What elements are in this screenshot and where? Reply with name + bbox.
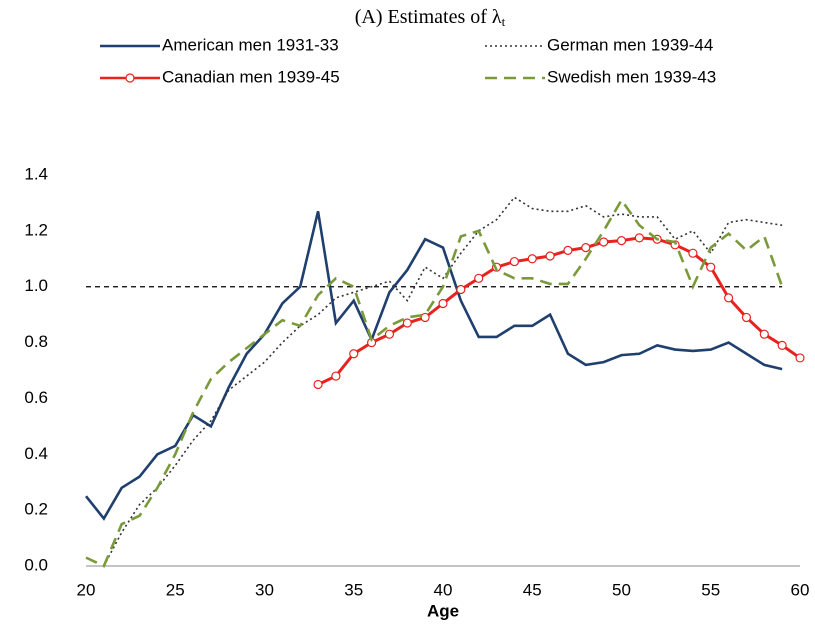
- legend-label: Swedish men 1939-43: [547, 67, 716, 86]
- point-marker: [474, 273, 484, 283]
- point-marker: [795, 353, 805, 363]
- chart-title: (A) Estimates of λt: [355, 6, 506, 29]
- point-marker: [456, 284, 466, 295]
- title-subscript: t: [502, 14, 506, 29]
- y-tick-label: 1.2: [24, 220, 48, 239]
- x-tick-label: 60: [791, 580, 810, 599]
- y-tick-label: 1.4: [24, 164, 48, 183]
- point-marker: [759, 329, 769, 339]
- point-marker: [527, 254, 537, 264]
- point-marker: [402, 318, 412, 328]
- series-line: [317, 236, 801, 386]
- x-tick-label: 55: [701, 580, 720, 599]
- series-line: [85, 197, 784, 568]
- point-marker: [599, 237, 609, 247]
- y-tick-label: 1.0: [24, 276, 48, 295]
- point-marker: [741, 312, 752, 323]
- point-marker: [581, 243, 591, 253]
- point-marker: [420, 312, 430, 323]
- point-marker: [509, 256, 520, 267]
- point-marker: [777, 340, 787, 350]
- point-marker: [634, 233, 644, 243]
- x-tick-label: 25: [166, 580, 185, 599]
- legend-label: German men 1939-44: [547, 35, 713, 54]
- point-marker: [545, 251, 555, 261]
- legend-label: American men 1931-33: [162, 35, 339, 54]
- y-tick-label: 0.6: [24, 388, 48, 407]
- x-tick-label: 45: [523, 580, 542, 599]
- x-tick-label: 50: [612, 580, 631, 599]
- legend-label: Canadian men 1939-45: [162, 67, 340, 86]
- x-tick-label: 35: [344, 580, 363, 599]
- point-marker: [723, 293, 734, 303]
- y-tick-label: 0.0: [24, 555, 48, 574]
- series-line: [84, 211, 783, 521]
- y-tick-label: 0.2: [24, 500, 48, 519]
- point-marker: [616, 236, 627, 246]
- x-tick-label: 40: [434, 580, 453, 599]
- x-tick-label: 20: [77, 580, 96, 599]
- point-marker: [349, 349, 359, 359]
- series-line: [103, 196, 783, 567]
- x-axis-label: Age: [427, 601, 459, 620]
- y-tick-label: 0.4: [24, 444, 48, 463]
- point-marker: [438, 298, 448, 309]
- point-marker: [313, 379, 323, 390]
- y-tick-label: 0.8: [24, 332, 48, 351]
- x-tick-label: 30: [255, 580, 274, 599]
- point-marker: [563, 245, 573, 256]
- point-marker: [706, 262, 716, 272]
- title-main: (A) Estimates of λ: [355, 6, 502, 28]
- point-marker: [688, 248, 698, 258]
- point-marker: [384, 329, 395, 339]
- legend-marker: [125, 73, 135, 83]
- point-marker: [331, 371, 341, 381]
